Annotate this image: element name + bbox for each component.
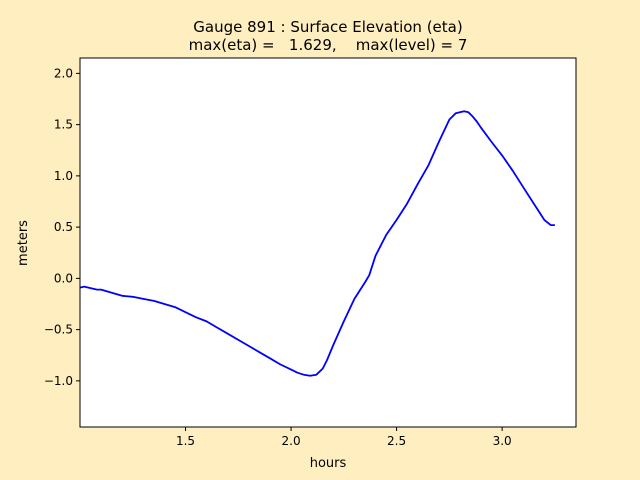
y-axis-ticks: −1.0 −0.5 0.0 0.5 1.0 1.5 2.0 bbox=[44, 66, 80, 388]
x-tick-label: 1.5 bbox=[176, 434, 195, 448]
y-axis-label: meters bbox=[16, 220, 31, 266]
y-tick-label: −0.5 bbox=[44, 323, 73, 337]
x-axis-label: hours bbox=[310, 456, 347, 471]
x-tick-label: 2.0 bbox=[282, 434, 301, 448]
y-tick-label: 1.0 bbox=[54, 169, 73, 183]
x-tick-label: 3.0 bbox=[493, 434, 512, 448]
y-tick-label: 2.0 bbox=[54, 66, 73, 80]
x-tick-label: 2.5 bbox=[387, 434, 406, 448]
plot-area bbox=[80, 58, 576, 427]
x-axis-ticks: 1.5 2.0 2.5 3.0 bbox=[176, 427, 512, 448]
series-line bbox=[79, 110, 555, 377]
chart-title-line2: max(eta) = 1.629, max(level) = 7 bbox=[189, 36, 468, 54]
y-tick-label: 0.5 bbox=[54, 220, 73, 234]
chart-title-line1: Gauge 891 : Surface Elevation (eta) bbox=[193, 18, 462, 36]
y-tick-label: 0.0 bbox=[54, 271, 73, 285]
plot-frame bbox=[79, 57, 577, 428]
y-tick-label: −1.0 bbox=[44, 374, 73, 388]
y-tick-label: 1.5 bbox=[54, 118, 73, 132]
